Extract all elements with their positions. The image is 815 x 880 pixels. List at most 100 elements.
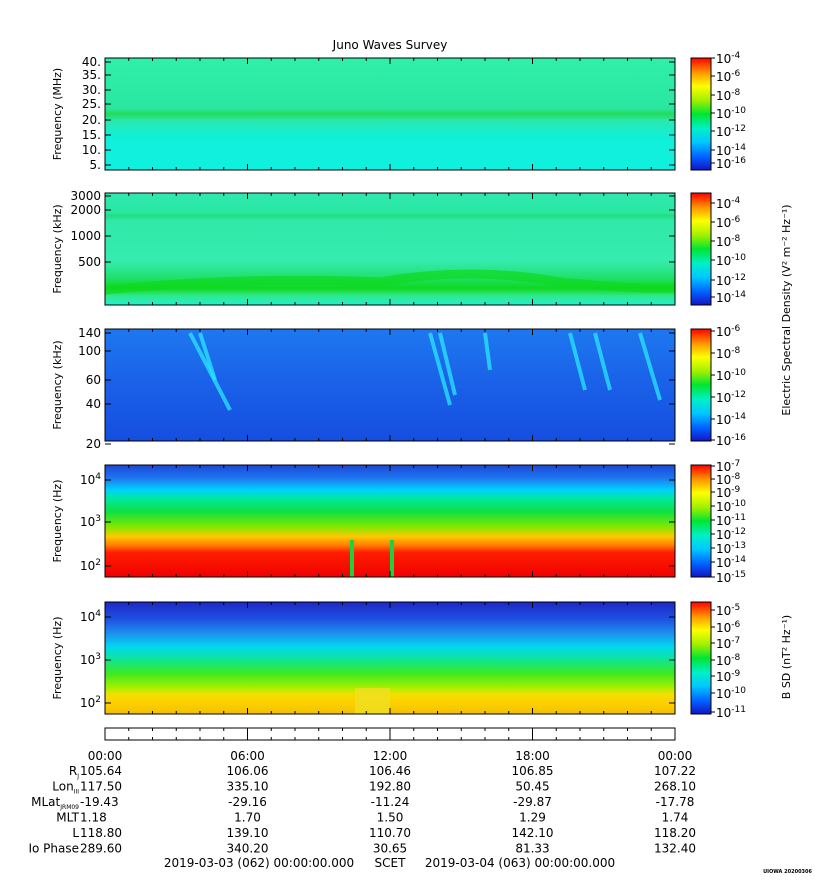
colorbar-tick-label: 10-11: [716, 705, 746, 720]
y-axis-label: Frequency (kHz): [51, 340, 64, 429]
credit-stamp: UIOWA 20200306: [763, 869, 812, 875]
burst-streak: [483, 332, 492, 371]
y-tick-label: 103: [80, 514, 101, 529]
x-tick-label: 18:00: [515, 749, 550, 763]
colorbar-tick-label: 10-6: [716, 215, 741, 230]
colorbar-tick-label: 10-8: [716, 88, 741, 103]
y-tick-label: 100: [78, 344, 101, 358]
ephemeris-value: 106.85: [512, 764, 554, 778]
ephemeris-value: -29.16: [228, 795, 267, 809]
ephemeris-value: 106.06: [227, 764, 269, 778]
ephemeris-value: 1.74: [662, 811, 689, 825]
ephemeris-row-label: MLT: [56, 811, 79, 825]
ephemeris-value: 1.70: [234, 811, 261, 825]
y-tick-label: 35.: [82, 68, 101, 82]
ephemeris-value: 1.50: [377, 811, 404, 825]
ephemeris-value: 139.10: [227, 826, 269, 840]
colorbar-tick-label: 10-15: [716, 570, 746, 585]
colorbar-tick-label: 10-11: [716, 513, 746, 528]
colorbar-tick-label: 10-12: [716, 273, 746, 288]
ephemeris-value: 50.45: [515, 780, 549, 794]
ephemeris-value: 81.33: [515, 842, 549, 856]
colorbar-tick-label: 10-7: [716, 636, 740, 651]
ephemeris-value: 107.22: [654, 764, 696, 778]
panel-4: 104 103 102 Frequency (Hz) 10-710-810-910-10…: [51, 459, 746, 585]
y-tick-label: 102: [80, 558, 101, 573]
y-tick-label: 40: [86, 397, 101, 411]
ephemeris-value: 142.10: [512, 826, 554, 840]
y-axis-label: Frequency (Hz): [51, 480, 64, 563]
footer-scet-label: SCET: [375, 856, 407, 870]
colorbar-tick-label: 10-14: [716, 290, 746, 305]
ephemeris-value: -17.78: [656, 795, 695, 809]
footer-end-time: 2019-03-04 (063) 00:00:00.000: [425, 856, 615, 870]
colorbar-tick-label: 10-6: [716, 69, 741, 84]
ephemeris-value: 117.50: [80, 780, 122, 794]
y-tick-label: 1000: [70, 229, 101, 243]
ephemeris-row-label: L: [72, 826, 79, 840]
ephemeris-value: 132.40: [654, 842, 696, 856]
colorbar-5: [690, 601, 712, 715]
y-axis-label: Frequency (kHz): [51, 204, 64, 293]
y-tick-label: 60: [86, 373, 101, 387]
ephemeris-value: 340.20: [227, 842, 269, 856]
burst-streak: [638, 332, 662, 401]
colorbar-tick-label: 10-12: [716, 124, 746, 139]
ephemeris-value: 110.70: [369, 826, 411, 840]
ephemeris-value: 30.65: [373, 842, 407, 856]
spectrogram-1: [105, 58, 675, 170]
colorbar-tick-label: 10-12: [716, 527, 746, 542]
x-tick-label: 12:00: [373, 749, 408, 763]
colorbar-tick-label: 10-14: [716, 555, 746, 570]
data-gap-line: [350, 540, 354, 577]
colorbar-tick-label: 10-13: [716, 541, 746, 556]
burst-streak: [188, 332, 232, 411]
ephemeris-value: 268.10: [654, 780, 696, 794]
colorbar-tick-label: 10-8: [716, 472, 741, 487]
y-tick-label: 3000: [70, 189, 101, 203]
colorbar-tick-label: 10-10: [716, 368, 746, 383]
ephemeris-value: 118.20: [654, 826, 696, 840]
colorbar-tick-label: 10-6: [716, 620, 741, 635]
colorbar-3: [690, 328, 712, 442]
ephemeris-value: 1.29: [519, 811, 546, 825]
colorbar-tick-label: 10-8: [716, 234, 741, 249]
colorbar-tick-label: 10-5: [716, 603, 740, 618]
y-tick-label: 20: [86, 437, 101, 451]
ephemeris-value: 335.10: [227, 780, 269, 794]
ephemeris-row-label: MLatJRM09: [31, 795, 79, 811]
y-tick-label: 140: [78, 326, 101, 340]
y-tick-label: 5.: [90, 158, 101, 172]
x-tick-label: 06:00: [230, 749, 265, 763]
y-tick-label: 25.: [82, 97, 101, 111]
y-tick-label: 10.: [82, 143, 101, 157]
colorbar-tick-label: 10-16: [716, 156, 746, 171]
colorbar-tick-label: 10-12: [716, 390, 746, 405]
colorbar-4: [690, 464, 712, 578]
burst-streak: [198, 332, 217, 381]
colorbar-labels: Electric Spectral Density (V² m⁻² Hz⁻¹) …: [780, 204, 793, 699]
quiet-interval: [355, 688, 390, 714]
ephemeris-value: 1.18: [80, 811, 107, 825]
ephemeris-value: -29.87: [513, 795, 552, 809]
ephemeris-value: 192.80: [369, 780, 411, 794]
colorbar-tick-label: 10-9: [716, 485, 741, 500]
y-tick-label: 102: [80, 695, 101, 710]
ephemeris-row-label: LonIII: [52, 780, 79, 796]
data-gap-line: [390, 540, 394, 577]
colorbar-tick-label: 10-10: [716, 499, 746, 514]
colorbar-tick-label: 10-14: [716, 143, 746, 158]
low-frequency-band: [104, 269, 676, 295]
colorbar-tick-label: 10-6: [716, 324, 741, 339]
chart-title: Juno Waves Survey: [332, 38, 448, 52]
colorbar-tick-label: 10-7: [716, 459, 740, 474]
ephemeris-row-label: Io Phase: [28, 842, 79, 856]
ephemeris-row-label: RJ: [69, 764, 79, 780]
ephemeris-value: 118.80: [80, 826, 122, 840]
colorbar-tick-label: 10-4: [716, 51, 741, 66]
y-axis-label: Frequency (Hz): [51, 617, 64, 700]
y-tick-label: 40.: [82, 55, 101, 69]
